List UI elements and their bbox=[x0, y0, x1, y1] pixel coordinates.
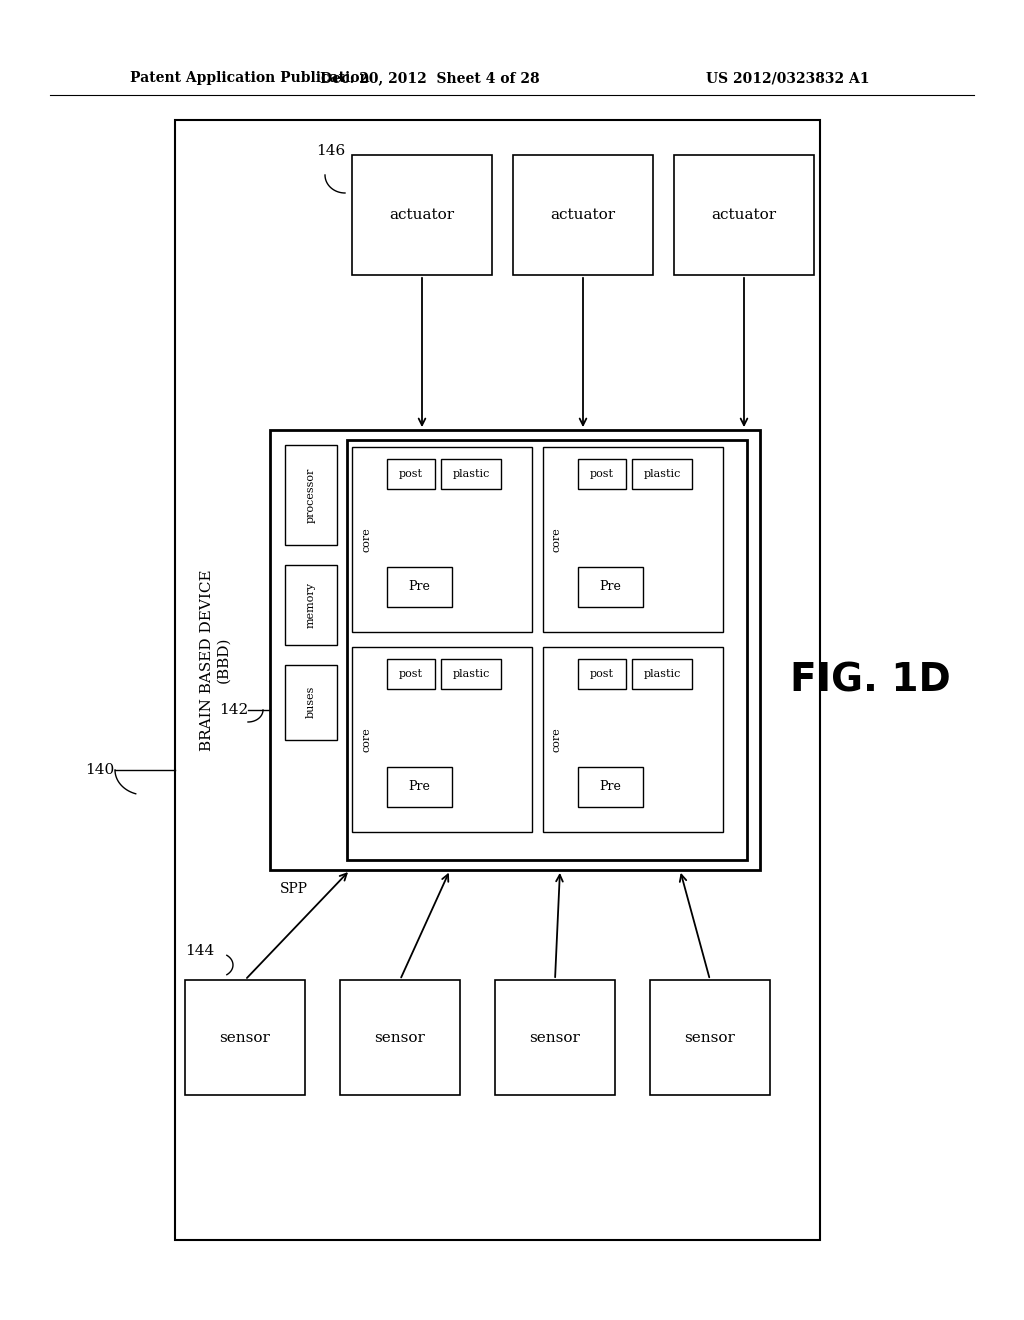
Bar bbox=[352, 647, 532, 832]
Bar bbox=[632, 659, 692, 689]
Bar bbox=[632, 459, 692, 488]
Text: 144: 144 bbox=[185, 944, 214, 958]
Bar bbox=[285, 665, 337, 741]
Bar bbox=[578, 459, 626, 488]
Text: Dec. 20, 2012  Sheet 4 of 28: Dec. 20, 2012 Sheet 4 of 28 bbox=[321, 71, 540, 84]
Bar bbox=[578, 659, 626, 689]
Text: Pre: Pre bbox=[409, 581, 430, 594]
Bar bbox=[578, 767, 643, 807]
Text: actuator: actuator bbox=[389, 209, 455, 222]
Text: plastic: plastic bbox=[453, 469, 489, 479]
Text: SPP: SPP bbox=[280, 882, 308, 896]
Text: plastic: plastic bbox=[453, 669, 489, 678]
Bar bbox=[650, 979, 770, 1096]
Text: actuator: actuator bbox=[712, 209, 776, 222]
Text: US 2012/0323832 A1: US 2012/0323832 A1 bbox=[707, 71, 870, 84]
Text: core: core bbox=[552, 527, 562, 552]
Text: post: post bbox=[399, 669, 423, 678]
Text: post: post bbox=[399, 469, 423, 479]
Text: memory: memory bbox=[306, 582, 316, 628]
Text: plastic: plastic bbox=[643, 669, 681, 678]
Bar bbox=[441, 659, 501, 689]
Text: buses: buses bbox=[306, 686, 316, 718]
Text: core: core bbox=[361, 727, 371, 752]
Bar bbox=[441, 459, 501, 488]
Text: Pre: Pre bbox=[409, 780, 430, 793]
Bar bbox=[495, 979, 615, 1096]
Text: BRAIN BASED DEVICE
(BBD): BRAIN BASED DEVICE (BBD) bbox=[200, 569, 230, 751]
Bar bbox=[387, 659, 435, 689]
Text: 146: 146 bbox=[315, 144, 345, 158]
Text: 140: 140 bbox=[85, 763, 115, 777]
Bar bbox=[340, 979, 460, 1096]
Text: post: post bbox=[590, 669, 614, 678]
Bar bbox=[543, 647, 723, 832]
Text: processor: processor bbox=[306, 467, 316, 523]
Bar bbox=[352, 447, 532, 632]
Bar bbox=[285, 445, 337, 545]
Text: post: post bbox=[590, 469, 614, 479]
Text: sensor: sensor bbox=[219, 1031, 270, 1044]
Bar bbox=[578, 568, 643, 607]
Text: Patent Application Publication: Patent Application Publication bbox=[130, 71, 370, 84]
Bar bbox=[352, 154, 492, 275]
Text: actuator: actuator bbox=[551, 209, 615, 222]
Text: Pre: Pre bbox=[600, 780, 622, 793]
Text: 142: 142 bbox=[219, 704, 248, 717]
Text: sensor: sensor bbox=[685, 1031, 735, 1044]
Text: Pre: Pre bbox=[600, 581, 622, 594]
Text: core: core bbox=[361, 527, 371, 552]
Bar bbox=[285, 565, 337, 645]
Bar bbox=[387, 459, 435, 488]
Bar bbox=[513, 154, 653, 275]
Text: plastic: plastic bbox=[643, 469, 681, 479]
Bar bbox=[347, 440, 746, 861]
Bar bbox=[270, 430, 760, 870]
Text: core: core bbox=[552, 727, 562, 752]
Text: sensor: sensor bbox=[529, 1031, 581, 1044]
Text: sensor: sensor bbox=[375, 1031, 425, 1044]
Text: FIG. 1D: FIG. 1D bbox=[790, 661, 950, 700]
Bar bbox=[175, 120, 820, 1239]
Bar bbox=[387, 568, 452, 607]
Bar bbox=[543, 447, 723, 632]
Bar bbox=[387, 767, 452, 807]
Bar bbox=[185, 979, 305, 1096]
Bar bbox=[674, 154, 814, 275]
